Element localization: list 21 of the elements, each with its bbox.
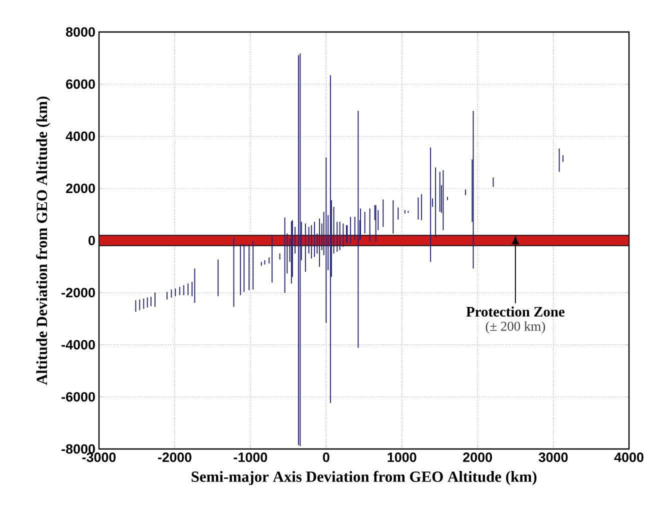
y-tick-label: -6000 bbox=[62, 392, 95, 402]
x-tick-label: 0 bbox=[322, 452, 330, 462]
annotation: Protection Zone bbox=[466, 306, 564, 317]
x-tick-label: 1000 bbox=[388, 452, 416, 462]
y-tick-label: -2000 bbox=[62, 288, 95, 298]
y-tick-label: 6000 bbox=[66, 79, 95, 89]
x-tick-label: -3000 bbox=[82, 452, 116, 462]
x-tick-label: -2000 bbox=[158, 452, 192, 462]
y-tick-label: 4000 bbox=[66, 131, 95, 142]
x-axis-title: Semi-major Axis Deviation from GEO Altitude (km) bbox=[192, 470, 536, 486]
y-tick-label: 2000 bbox=[66, 184, 95, 194]
y-tick-label: -8000 bbox=[62, 444, 95, 454]
y-tick-label: 0 bbox=[88, 236, 95, 246]
x-tick-label: 3000 bbox=[538, 452, 568, 462]
annotation: (± 200 km) bbox=[486, 321, 546, 334]
x-tick-label: -1000 bbox=[234, 452, 268, 462]
y-axis-title: Altitude Deviation from GEO Altitude (km) bbox=[36, 96, 50, 385]
x-tick-label: 2000 bbox=[463, 452, 492, 462]
y-tick-label: 8000 bbox=[66, 27, 95, 37]
x-tick-label: 4000 bbox=[614, 452, 644, 462]
y-tick-label: -4000 bbox=[62, 340, 95, 350]
